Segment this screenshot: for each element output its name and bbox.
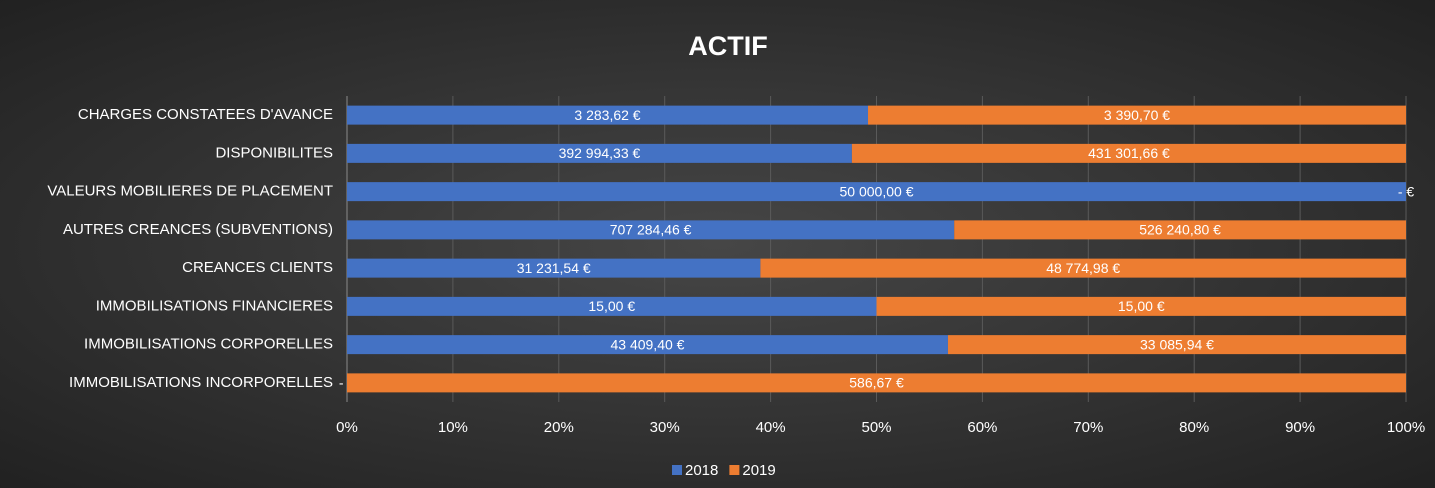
bar-segment: [347, 335, 948, 355]
bar-segment: [347, 220, 955, 240]
data-label: 586,67 €: [849, 375, 904, 391]
bar-segment: [347, 258, 761, 278]
bar-segment: [876, 296, 1406, 316]
data-label: 15,00 €: [1118, 298, 1165, 314]
bar-segment: [868, 105, 1406, 125]
x-tick-label: 0%: [336, 419, 358, 436]
y-tick-label: IMMOBILISATIONS FINANCIERES: [96, 297, 333, 314]
bar-segment: [347, 105, 869, 125]
data-label: 48 774,98 €: [1046, 260, 1120, 276]
data-label: 43 409,40 €: [610, 336, 684, 352]
bar-segment: [947, 335, 1406, 355]
y-tick-label: AUTRES CREANCES (SUBVENTIONS): [63, 221, 333, 238]
y-tick-label: VALEURS MOBILIERES DE PLACEMENT: [47, 183, 333, 200]
y-tick-label: CREANCES CLIENTS: [182, 259, 333, 276]
chart-title: ACTIF: [688, 31, 767, 61]
x-tick-label: 10%: [438, 419, 468, 436]
bar-segment: [760, 258, 1406, 278]
y-tick-label: DISPONIBILITES: [215, 144, 333, 161]
x-tick-label: 90%: [1285, 419, 1315, 436]
data-label: 526 240,80 €: [1139, 222, 1221, 238]
bar-segment: [851, 143, 1406, 163]
data-label: 50 000,00 €: [840, 183, 914, 199]
y-tick-label: IMMOBILISATIONS CORPORELLES: [84, 336, 333, 353]
data-label: 15,00 €: [588, 298, 635, 314]
data-label: 707 284,46 €: [610, 222, 692, 238]
data-label: 33 085,94 €: [1140, 336, 1214, 352]
x-tick-label: 30%: [650, 419, 680, 436]
x-tick-label: 20%: [544, 419, 574, 436]
bar-segment: [954, 220, 1406, 240]
legend-label: 2019: [742, 462, 775, 479]
data-label: 3 390,70 €: [1104, 107, 1170, 123]
data-label: 392 994,33 €: [559, 145, 641, 161]
y-tick-label: CHARGES CONSTATEES D'AVANCE: [78, 106, 333, 123]
x-tick-label: 60%: [967, 419, 997, 436]
x-tick-label: 70%: [1073, 419, 1103, 436]
data-label: 31 231,54 €: [517, 260, 591, 276]
bar-segment: [347, 373, 1406, 393]
x-tick-label: 50%: [861, 419, 891, 436]
bar-segment: [347, 182, 1406, 202]
legend-swatch: [672, 465, 682, 475]
data-label: 3 283,62 €: [574, 107, 640, 123]
data-label: 431 301,66 €: [1088, 145, 1170, 161]
x-tick-label: 80%: [1179, 419, 1209, 436]
y-tick-label: IMMOBILISATIONS INCORPORELLES: [69, 374, 333, 391]
x-tick-label: 100%: [1387, 419, 1425, 436]
x-tick-label: 40%: [756, 419, 786, 436]
bar-segment: [347, 296, 877, 316]
bar-segment: [347, 143, 852, 163]
data-label: - €: [1398, 183, 1415, 199]
legend-swatch: [729, 465, 740, 475]
legend-label: 2018: [685, 462, 718, 479]
